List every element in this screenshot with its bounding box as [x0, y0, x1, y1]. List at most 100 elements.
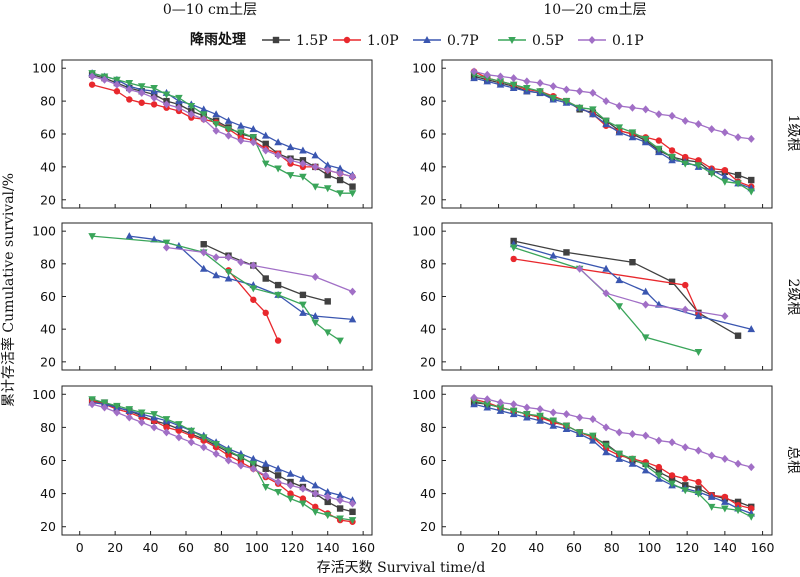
- legend-entry-1.0P: 1.0P: [333, 33, 399, 49]
- data-point: [249, 285, 258, 293]
- data-point: [200, 115, 208, 124]
- data-point: [261, 131, 270, 139]
- y-axis-label: 累计存活率 Cumulative survival/%: [0, 173, 17, 407]
- data-point: [589, 415, 597, 424]
- data-point: [249, 138, 257, 147]
- data-point: [187, 110, 195, 119]
- data-point: [668, 475, 676, 482]
- data-point: [589, 436, 597, 444]
- data-point: [237, 454, 245, 462]
- data-point: [536, 416, 544, 424]
- series-line: [203, 243, 328, 303]
- data-point: [642, 105, 650, 114]
- data-point: [311, 272, 319, 281]
- data-point: [575, 429, 584, 437]
- data-point: [199, 111, 208, 119]
- data-point: [510, 255, 517, 263]
- y-tick-label: 60: [420, 289, 436, 304]
- x-tick-label: 80: [604, 540, 620, 555]
- data-point: [125, 80, 134, 88]
- data-point: [274, 464, 282, 472]
- data-point: [615, 102, 623, 111]
- data-point: [483, 395, 491, 404]
- data-point: [336, 515, 344, 523]
- data-point: [348, 499, 357, 508]
- data-point: [496, 78, 505, 86]
- y-tick-label: 60: [420, 453, 436, 468]
- data-point: [150, 101, 158, 108]
- series-line: [513, 243, 752, 330]
- data-point: [199, 434, 208, 442]
- data-point: [336, 505, 344, 512]
- data-point: [681, 487, 690, 495]
- data-point: [162, 416, 171, 424]
- series-1.0P: [225, 267, 282, 344]
- y-tick-label: 40: [420, 322, 436, 337]
- plot-frame: [61, 222, 373, 371]
- x-tick-label: 100: [245, 540, 269, 555]
- data-point: [175, 421, 183, 429]
- data-point: [175, 103, 183, 112]
- data-point: [274, 337, 282, 344]
- y-tick-label: 20: [420, 519, 436, 534]
- y-tick-label: 80: [40, 420, 56, 435]
- series-0.1P: [576, 264, 729, 321]
- data-point: [707, 492, 716, 500]
- data-point: [212, 121, 220, 129]
- data-point: [187, 438, 195, 447]
- data-point: [324, 498, 331, 506]
- series-line: [473, 74, 752, 193]
- data-point: [483, 401, 492, 409]
- data-point: [199, 264, 208, 272]
- data-point: [575, 104, 584, 112]
- data-point: [150, 93, 158, 102]
- y-tick-label: 40: [420, 159, 436, 174]
- data-point: [694, 349, 703, 357]
- data-point: [510, 74, 518, 83]
- data-point: [589, 106, 597, 114]
- data-point: [509, 244, 518, 252]
- legend-marker: [423, 36, 431, 43]
- data-point: [262, 465, 269, 472]
- data-point: [549, 82, 557, 91]
- data-point: [602, 264, 610, 272]
- panel-3-1: 20 40 60 80 100 0 20 40 60 80 100 120 140 160: [32, 385, 375, 555]
- series-0.7P: [125, 232, 357, 323]
- data-point: [249, 454, 258, 462]
- series-0.1P: [162, 243, 357, 296]
- data-point: [470, 393, 478, 402]
- data-point: [668, 154, 676, 162]
- data-point: [224, 274, 233, 282]
- data-point: [562, 85, 571, 94]
- data-point: [162, 243, 171, 252]
- data-point: [286, 469, 295, 477]
- data-point: [721, 178, 729, 186]
- data-point: [668, 147, 676, 154]
- row-label-2: 2级根: [785, 279, 800, 316]
- data-point: [734, 498, 742, 506]
- panel-2-2: 20 40 60 80 100: [412, 222, 773, 371]
- x-tick-label: 20: [107, 540, 123, 555]
- panel-3-2: 20 40 60 80 100 0 20 40 60 80 100 120 140 160: [412, 385, 775, 555]
- data-point: [274, 151, 282, 160]
- data-point: [642, 300, 650, 309]
- data-point: [249, 125, 258, 133]
- y-tick-label: 60: [40, 453, 56, 468]
- data-point: [523, 77, 531, 86]
- y-tick-label: 80: [40, 256, 56, 271]
- data-point: [348, 287, 357, 296]
- data-point: [287, 490, 294, 497]
- data-point: [549, 417, 558, 425]
- data-point: [88, 396, 96, 404]
- series-line: [474, 396, 752, 468]
- series-line: [91, 75, 353, 178]
- data-point: [237, 461, 245, 470]
- data-point: [721, 166, 729, 174]
- data-point: [681, 160, 690, 168]
- series-0.1P: [470, 393, 755, 472]
- data-point: [299, 495, 307, 502]
- data-point: [721, 497, 729, 505]
- data-point: [212, 110, 220, 118]
- data-point: [708, 451, 716, 460]
- series-line: [92, 400, 353, 513]
